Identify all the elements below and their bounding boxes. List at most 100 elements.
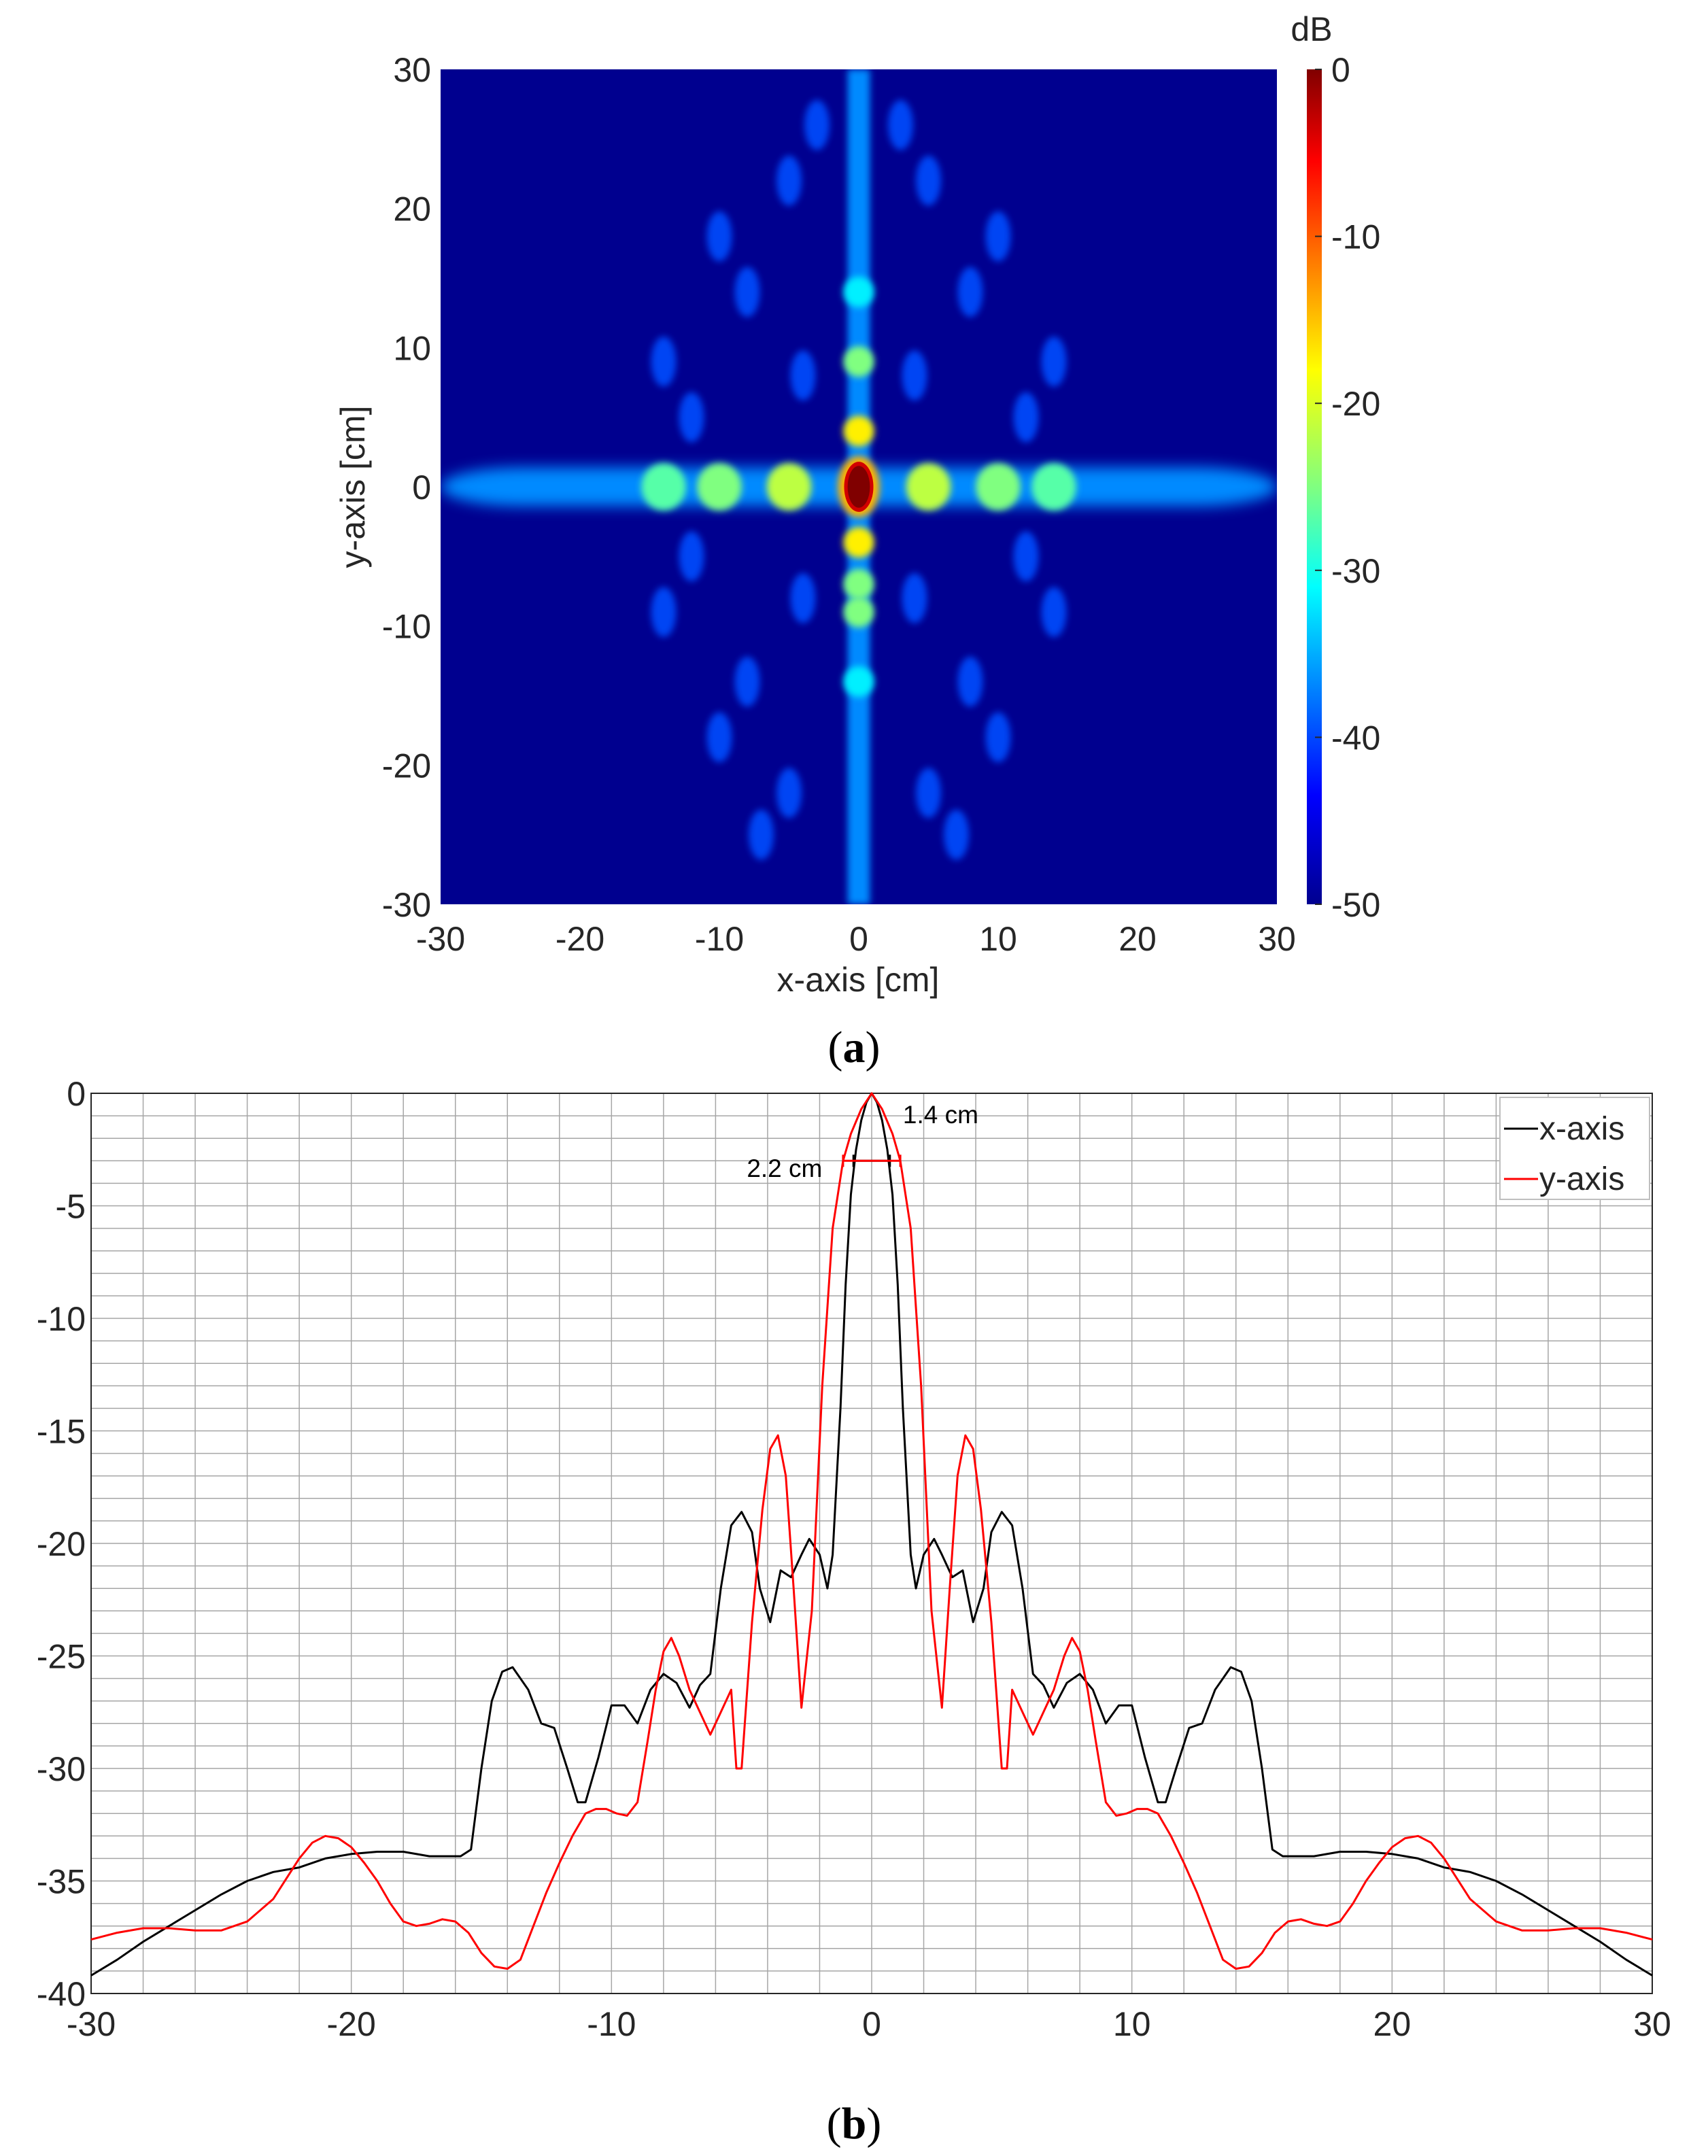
line-y-ticks: 0 -5 -10 -15 -20 -25 -30 -35 -40: [37, 1075, 86, 2013]
heatmap-vertical-lobe: [843, 415, 874, 447]
heatmap-y-tick-label: -20: [382, 747, 431, 785]
heatmap-vertical-lobe: [843, 666, 874, 698]
line-x-tick-label: -30: [67, 2005, 116, 2043]
heatmap-sidelobe: [1013, 392, 1039, 443]
heatmap-sidelobe: [776, 768, 802, 819]
heatmap-x-tick-label: 20: [1118, 920, 1157, 958]
heatmap-horizontal-lobe: [976, 463, 1021, 511]
heatmap-y-tick-label: 30: [393, 51, 431, 89]
colorbar-label: dB: [1291, 10, 1332, 48]
colorbar-tick-label: -20: [1331, 385, 1380, 423]
beamwidth-annotations: 1.4 cm 2.2 cm: [747, 1101, 978, 1182]
heatmap-vertical-lobe: [843, 527, 874, 558]
colorbar-tick-label: -40: [1331, 719, 1380, 757]
line-chart-grid: [90, 1093, 1653, 1994]
panel-b-label: (b): [827, 2099, 882, 2149]
heatmap-sidelobe: [790, 350, 816, 401]
heatmap-horizontal-lobe: [1031, 463, 1076, 511]
colorbar-tick-label: -10: [1331, 218, 1380, 256]
panel-a-label: (a): [828, 1023, 881, 1072]
heatmap-vertical-lobe: [843, 568, 874, 600]
heatmap-x-tick-label: 10: [979, 920, 1017, 958]
heatmap-sidelobe: [916, 768, 941, 819]
heatmap-x-tick-label: 0: [849, 920, 868, 958]
heatmap-sidelobe: [706, 211, 732, 262]
heatmap-sidelobe: [957, 267, 983, 318]
heatmap-vertical-lobe: [843, 596, 874, 628]
colorbar-tick-label: 0: [1331, 51, 1350, 89]
heatmap-sidelobe: [1013, 531, 1039, 582]
heatmap-x-tick-label: -30: [416, 920, 465, 958]
line-x-tick-label: 20: [1373, 2005, 1412, 2043]
heatmap-sidelobe: [804, 100, 830, 150]
colorbar-ticks: 0 -10 -20 -30 -40 -50: [1315, 51, 1380, 924]
heatmap-horizontal-lobe: [766, 463, 812, 511]
line-x-tick-label: 30: [1633, 2005, 1671, 2043]
heatmap-sidelobe: [749, 809, 774, 860]
heatmap-y-tick-label: -30: [382, 886, 431, 924]
heatmap-x-tick-label: -20: [556, 920, 604, 958]
colorbar-tick-label: -30: [1331, 552, 1380, 590]
heatmap-y-ticks: 30 20 10 0 -10 -20 -30: [382, 51, 431, 924]
line-y-tick-label: -30: [37, 1750, 86, 1788]
heatmap-horizontal-lobe: [906, 463, 951, 511]
line-x-ticks: -30 -20 -10 0 10 20 30: [67, 2005, 1671, 2043]
heatmap-sidelobe: [651, 587, 677, 638]
heatmap-sidelobe: [888, 100, 913, 150]
beamwidth-label: 1.4 cm: [903, 1101, 978, 1129]
line-y-tick-label: 0: [67, 1075, 86, 1113]
heatmap-sidelobe: [916, 155, 941, 206]
line-chart: -30 -20 -10 0 10 20 30 0 -5 -10 -15 -20 -25 -30 -35 -4…: [37, 1075, 1671, 2043]
heatmap-sidelobe: [902, 350, 927, 401]
heatmap-sidelobe: [776, 155, 802, 206]
legend-entry-y-axis: y-axis: [1539, 1161, 1624, 1197]
heatmap-sidelobe: [679, 531, 704, 582]
heatmap-sidelobe: [1041, 336, 1067, 387]
heatmap-x-axis-label: x-axis [cm]: [777, 961, 940, 999]
heatmap-x-tick-label: -10: [695, 920, 744, 958]
line-x-tick-label: 10: [1113, 2005, 1151, 2043]
heatmap-y-axis-label: y-axis [cm]: [334, 406, 372, 568]
line-y-tick-label: -35: [37, 1863, 86, 1901]
heatmap-vertical-lobe: [843, 276, 874, 307]
heatmap-y-tick-label: 20: [393, 190, 431, 228]
heatmap-y-tick-label: -10: [382, 608, 431, 646]
heatmap-horizontal-lobe: [641, 463, 686, 511]
heatmap-sidelobe: [734, 267, 760, 318]
line-series-group: [90, 1092, 1653, 1977]
heatmap-sidelobe: [985, 211, 1011, 262]
line-x-tick-label: -20: [327, 2005, 376, 2043]
colorbar-tick-label: -50: [1331, 886, 1380, 924]
heatmap-sidelobe: [679, 392, 704, 443]
heatmap-horizontal-lobe: [697, 463, 742, 511]
line-y-tick-label: -5: [56, 1188, 86, 1226]
colorbar: [1307, 69, 1322, 904]
line-x-tick-label: -10: [587, 2005, 636, 2043]
heatmap-sidelobe: [706, 712, 732, 763]
beamwidth-label: 2.2 cm: [747, 1154, 822, 1182]
legend: x-axis y-axis: [1499, 1097, 1650, 1200]
heatmap-chart: -30 -20 -10 0 10 20 30 30 20 10 0 -10 -20 -30 x-axis…: [334, 10, 1380, 999]
heatmap-sidelobe: [944, 809, 969, 860]
heatmap-sidelobe: [902, 572, 927, 623]
line-y-tick-label: -40: [37, 1975, 86, 2013]
heatmap-x-tick-label: 30: [1258, 920, 1296, 958]
line-y-tick-label: -15: [37, 1413, 86, 1451]
legend-entry-x-axis: x-axis: [1539, 1111, 1624, 1147]
heatmap-sidelobe: [985, 712, 1011, 763]
series-line-y-axis: [90, 1092, 1653, 1970]
heatmap-y-tick-label: 0: [412, 468, 431, 507]
line-y-tick-label: -25: [37, 1638, 86, 1676]
heatmap-intensity-field: [441, 69, 1277, 904]
heatmap-sidelobe: [651, 336, 677, 387]
heatmap-sidelobe: [1041, 587, 1067, 638]
heatmap-sidelobe: [734, 656, 760, 707]
heatmap-sidelobe: [957, 656, 983, 707]
heatmap-x-ticks: -30 -20 -10 0 10 20 30: [416, 920, 1296, 958]
line-y-tick-label: -20: [37, 1525, 86, 1563]
line-x-tick-label: 0: [862, 2005, 881, 2043]
line-y-tick-label: -10: [37, 1300, 86, 1338]
heatmap-sidelobe: [790, 572, 816, 623]
heatmap-peak-core: [847, 466, 870, 508]
heatmap-vertical-lobe: [843, 346, 874, 377]
